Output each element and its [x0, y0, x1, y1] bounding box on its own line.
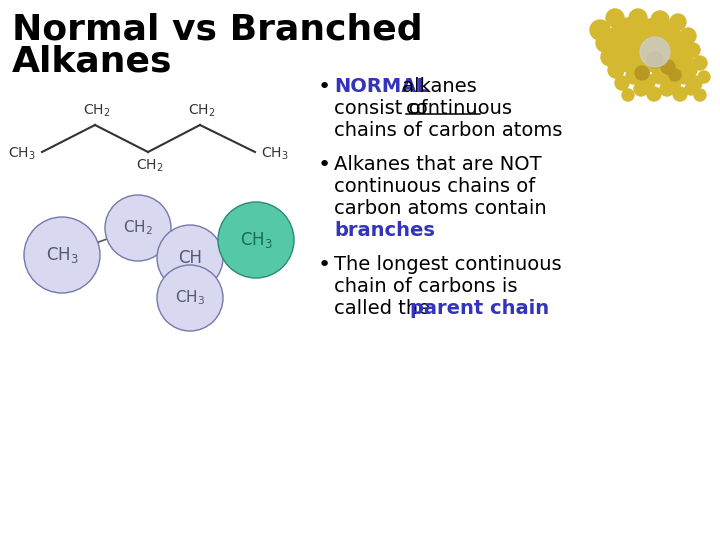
Circle shape [685, 83, 697, 95]
Circle shape [672, 37, 688, 53]
Circle shape [608, 26, 628, 46]
Text: consist of: consist of [334, 99, 434, 118]
Circle shape [622, 89, 634, 101]
Text: •: • [318, 255, 331, 275]
Circle shape [618, 18, 638, 38]
Text: CH$_3$: CH$_3$ [240, 230, 272, 250]
Circle shape [629, 9, 647, 27]
Circle shape [613, 40, 633, 60]
Text: called the: called the [334, 299, 436, 318]
Circle shape [596, 34, 614, 52]
Circle shape [670, 14, 686, 30]
Text: •: • [318, 155, 331, 175]
Circle shape [632, 60, 650, 78]
Text: parent chain: parent chain [410, 299, 549, 318]
Text: Normal vs Branched: Normal vs Branched [12, 12, 423, 46]
Circle shape [639, 19, 661, 41]
Circle shape [639, 74, 655, 90]
Text: •: • [318, 77, 331, 97]
Circle shape [218, 202, 294, 278]
Circle shape [652, 46, 672, 66]
Text: CH$_3$: CH$_3$ [261, 146, 289, 162]
Circle shape [619, 54, 637, 72]
Circle shape [157, 265, 223, 331]
Circle shape [590, 20, 610, 40]
Text: Alkanes that are NOT: Alkanes that are NOT [334, 155, 541, 174]
Circle shape [645, 54, 663, 72]
Circle shape [615, 76, 629, 90]
Circle shape [640, 37, 670, 67]
Circle shape [601, 48, 619, 66]
Circle shape [678, 70, 692, 84]
Circle shape [661, 60, 675, 74]
Text: The longest continuous: The longest continuous [334, 255, 562, 274]
Text: CH$_2$: CH$_2$ [84, 103, 111, 119]
Circle shape [660, 82, 674, 96]
Circle shape [647, 87, 661, 101]
Circle shape [157, 225, 223, 291]
Circle shape [669, 69, 681, 81]
Circle shape [677, 50, 693, 66]
Text: CH$_2$: CH$_2$ [123, 219, 153, 238]
Circle shape [635, 27, 655, 47]
Circle shape [651, 11, 669, 29]
Text: chain of carbons is: chain of carbons is [334, 277, 518, 296]
Circle shape [658, 60, 676, 78]
Text: branches: branches [334, 221, 435, 240]
Circle shape [606, 9, 624, 27]
Circle shape [686, 43, 700, 57]
Circle shape [626, 46, 646, 66]
Circle shape [680, 28, 696, 44]
Circle shape [661, 28, 679, 46]
Circle shape [647, 52, 663, 68]
Text: continuous chains of: continuous chains of [334, 177, 535, 196]
Text: CH$_3$: CH$_3$ [45, 245, 78, 265]
Circle shape [105, 195, 171, 261]
Circle shape [626, 68, 642, 84]
Text: CH: CH [178, 249, 202, 267]
Text: continuous: continuous [406, 99, 513, 118]
Circle shape [665, 41, 683, 59]
Circle shape [648, 33, 668, 53]
Circle shape [698, 71, 710, 83]
Text: carbon atoms contain: carbon atoms contain [334, 199, 546, 218]
Circle shape [634, 82, 648, 96]
Circle shape [660, 22, 680, 42]
Circle shape [608, 62, 624, 78]
Circle shape [652, 68, 668, 84]
Circle shape [673, 87, 687, 101]
Text: chains of carbon atoms: chains of carbon atoms [334, 121, 562, 140]
Text: Alkanes: Alkanes [12, 45, 173, 79]
Text: CH$_3$: CH$_3$ [8, 146, 36, 162]
Circle shape [665, 74, 681, 90]
Circle shape [693, 56, 707, 70]
Text: alkanes: alkanes [396, 77, 477, 96]
Text: CH$_3$: CH$_3$ [175, 289, 205, 307]
Circle shape [683, 63, 697, 77]
Text: CH$_2$: CH$_2$ [136, 158, 163, 174]
Circle shape [639, 40, 659, 60]
Circle shape [694, 89, 706, 101]
Circle shape [622, 32, 642, 52]
Circle shape [635, 66, 649, 80]
Circle shape [671, 55, 687, 71]
Circle shape [24, 217, 100, 293]
Text: CH$_2$: CH$_2$ [188, 103, 216, 119]
Circle shape [688, 76, 702, 90]
Text: NORMAL: NORMAL [334, 77, 428, 96]
